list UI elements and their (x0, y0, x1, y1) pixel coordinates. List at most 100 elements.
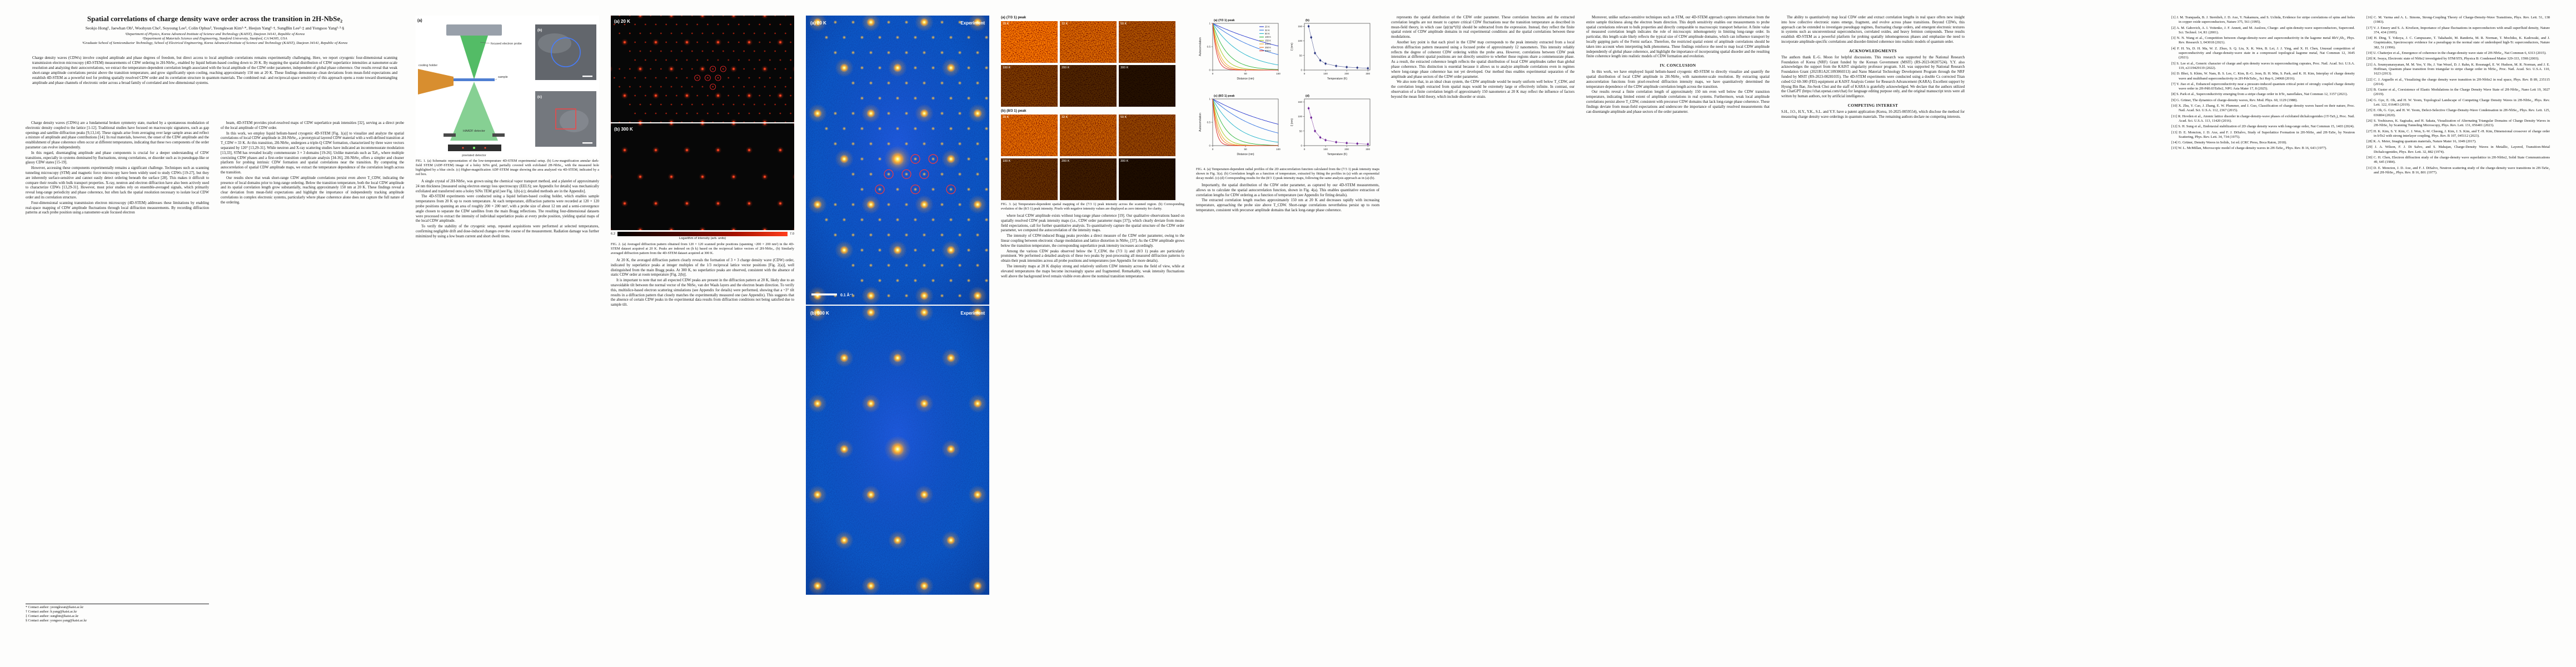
hole-highlight-circle (551, 37, 581, 67)
reference-entry: [14] G. Grüner, Density Waves in Solids,… (2171, 141, 2287, 145)
reference-entry: [1] J. M. Tranquada, B. J. Sternlieb, J.… (2171, 16, 2355, 24)
reference-entry: [2] A. M. Gabovich, A. I. Voitenko, J. F… (2171, 26, 2355, 34)
svg-text:ξ (nm): ξ (nm) (1291, 118, 1294, 126)
reference-entry: [17] V. J. Emery and S. A. Kivelson, Imp… (2366, 26, 2550, 34)
fig3-grid-a: 20 K 32 K 50 K 100 K (1001, 21, 1184, 107)
reference-entry: [10] X. Zhu, Y. Cao, J. Zhang, E. W. Plu… (2171, 104, 2355, 113)
intensity-map-panel: 300 K (1119, 65, 1175, 107)
intensity-map-panel: 200 K (1060, 158, 1117, 200)
paragraph: where local CDW amplitude exists without… (1001, 214, 1184, 233)
fig1-schematic: (a) focused electron probe cooling holde… (416, 16, 599, 157)
reference-entry: [6] D. Bhoi, S. Khim, W. Nam, B. S. Lee,… (2171, 72, 2355, 81)
reference-entry: [28] K. A. Meier, Imaging quantum materi… (2366, 140, 2477, 144)
svg-text:100: 100 (1323, 148, 1328, 151)
reference-entry: [19] U. Chatterjee et al., Emergence of … (2366, 51, 2547, 56)
svg-text:150: 150 (1298, 101, 1302, 103)
svg-text:200: 200 (1344, 72, 1349, 75)
svg-text:ξ (nm): ξ (nm) (1291, 43, 1294, 51)
experiment-panel-20k: (a) 20 K Experiment 0.1 Å⁻¹ (806, 16, 989, 305)
temperature-label: 20 K (1003, 116, 1009, 119)
paragraph: We also note that, in an ideal clean sys… (1391, 80, 1575, 99)
paragraph: Four-dimensional scanning transmission e… (26, 201, 209, 215)
reference-entry: [11] R. Hovden et al., Atomic lattice di… (2171, 114, 2355, 123)
temperature-label: 200 K (1062, 66, 1070, 69)
abstract: Charge density waves (CDWs) involve coup… (32, 56, 397, 85)
footnote: † Contact author: h.yang@kaist.ac.kr (26, 610, 77, 614)
column-fig1-text: A single crystal of 2H-NbSe₂ was grown u… (416, 180, 599, 240)
body-column-8: represents the spatial distribution of t… (1391, 16, 1575, 650)
cooling-holder-label: cooling holder (418, 64, 437, 67)
svg-text:32 K: 32 K (1265, 29, 1270, 32)
pole-piece-shape (446, 24, 502, 36)
reference-entry: [29] J. A. Wilson, F. J. Di Salvo, and S… (2366, 145, 2550, 154)
svg-text:0: 0 (1212, 148, 1214, 151)
footnote: § Contact author: yongsoo.yang@kaist.ac.… (26, 619, 87, 623)
pixelated-label: pixelated detector (462, 154, 486, 157)
reference-entry: [5] S. Lee et al., Generic character of … (2171, 61, 2355, 70)
paragraph: Another key point is that each pixel in … (1391, 40, 1575, 79)
column-10-text: The ability to quantitatively map local … (1781, 16, 1965, 45)
svg-text:(c) (8/3 1) peak: (c) (8/3 1) peak (1214, 94, 1234, 98)
fig1-panel-a-label: (a) (417, 19, 422, 23)
reference-entry: [7] Y. Jiao et al., Enhanced superconduc… (2171, 82, 2355, 91)
column-fig4-text: Importantly, the spatial distribution of… (1196, 183, 1379, 213)
paragraph: The intensity of CDW-induced Bragg peaks… (1001, 234, 1184, 248)
acknowledgments-text: The authors thank E.-G. Moon for helpful… (1781, 55, 1965, 99)
svg-text:0: 0 (1304, 148, 1306, 151)
paragraph: A single crystal of 2H-NbSe₂ was grown u… (416, 180, 599, 193)
column-9-text-top: Moreover, unlike surface-s­ensitive tech… (1586, 16, 1770, 59)
paper-title: Spatial correlations of charge density w… (87, 14, 343, 23)
fig1-caption: FIG. 1. (a) Schematic representation of … (416, 159, 599, 176)
fig2-diffraction-300k: (b) 300 K (611, 120, 794, 234)
paragraph: Charge density waves (CDWs) are a fundam… (26, 121, 209, 150)
paragraph: Moreover, unlike surface-s­ensitive tech… (1586, 16, 1770, 59)
svg-text:0: 0 (1304, 72, 1306, 75)
svg-text:0.5: 0.5 (1207, 46, 1211, 48)
fig2-colorbar-row: 6.2 7.0 (611, 232, 794, 236)
reference-entry: [25] E. Oh, G. Gye, and H. W. Yeom, Defe… (2366, 108, 2550, 117)
electron-beam-lower (450, 82, 498, 141)
fig1-panel-b-image (535, 24, 596, 80)
fig1-panel-c-label: (c) (537, 95, 542, 99)
reference-entry: [31] D. E. Moncton, J. D. Axe, and F. J.… (2366, 166, 2550, 175)
svg-text:0: 0 (1301, 145, 1302, 147)
intensity-map-panel: 32 K (1060, 21, 1117, 63)
temperature-label: 32 K (1062, 22, 1068, 26)
figure-1: (a) focused electron probe cooling holde… (416, 16, 599, 157)
paragraph: beam, 4D-STEM provides pixel-resolved ma… (221, 121, 404, 130)
affiliation-1: ¹Department of Physics, Korea Advanced I… (124, 32, 305, 36)
paragraph: The intensity maps at 20 K display stron… (1001, 264, 1184, 278)
temperature-label: 100 K (1003, 66, 1011, 69)
svg-text:0: 0 (1209, 145, 1210, 147)
exp-panel-a-label: (a) 20 K (810, 21, 826, 26)
body-column-10: The ability to quantitatively map local … (1781, 16, 1965, 650)
haadf-detector-left (444, 133, 456, 137)
colorbar-label: Logarithm of intensity (arb. units) (679, 237, 726, 240)
fig2-panel-a-label: (a) 20 K (614, 19, 630, 24)
exp-panel-b-label: (b) 300 K (810, 311, 829, 316)
intensity-map-panel: 50 K (1119, 115, 1175, 156)
reference-entry: [20] K. Iwaya, Electronic state of NbSe2… (2366, 57, 2539, 61)
svg-text:100 K: 100 K (1265, 36, 1271, 38)
svg-text:50 K: 50 K (1265, 32, 1270, 35)
svg-text:100: 100 (1298, 39, 1302, 42)
svg-text:100: 100 (1298, 115, 1302, 118)
column-fig3: (a) (7/3 1) peak 20 K 32 K 5 (1001, 16, 1184, 650)
fig3-grid-b: 20 K 32 K 50 K 100 K (1001, 115, 1184, 200)
fig3-caption: FIG. 3. (a) Temperature-dependent spatia… (1001, 202, 1184, 211)
references-column-2: [16] C. M. Varma and A. L. Simons, Stron… (2366, 16, 2550, 650)
paragraph: In this work, we employ liquid helium-ba… (221, 131, 404, 175)
paragraph: The extracted correlation length reaches… (1196, 198, 1379, 212)
svg-text:50: 50 (1244, 72, 1247, 75)
svg-text:150: 150 (1298, 25, 1302, 28)
experiment-map-20k: (a) 20 K Experiment 0.1 Å⁻¹ (806, 16, 989, 305)
svg-text:0: 0 (1212, 72, 1214, 75)
reference-entry: [24] G. Gye, E. Oh, and H. W. Yeom, Topo… (2366, 98, 2550, 107)
paragraph: In this regard, disentangling amplitude … (26, 151, 209, 165)
temperature-label: 300 K (1120, 160, 1129, 163)
svg-text:0: 0 (1301, 69, 1302, 72)
exp-panel-b-tag: Experiment (960, 311, 985, 316)
